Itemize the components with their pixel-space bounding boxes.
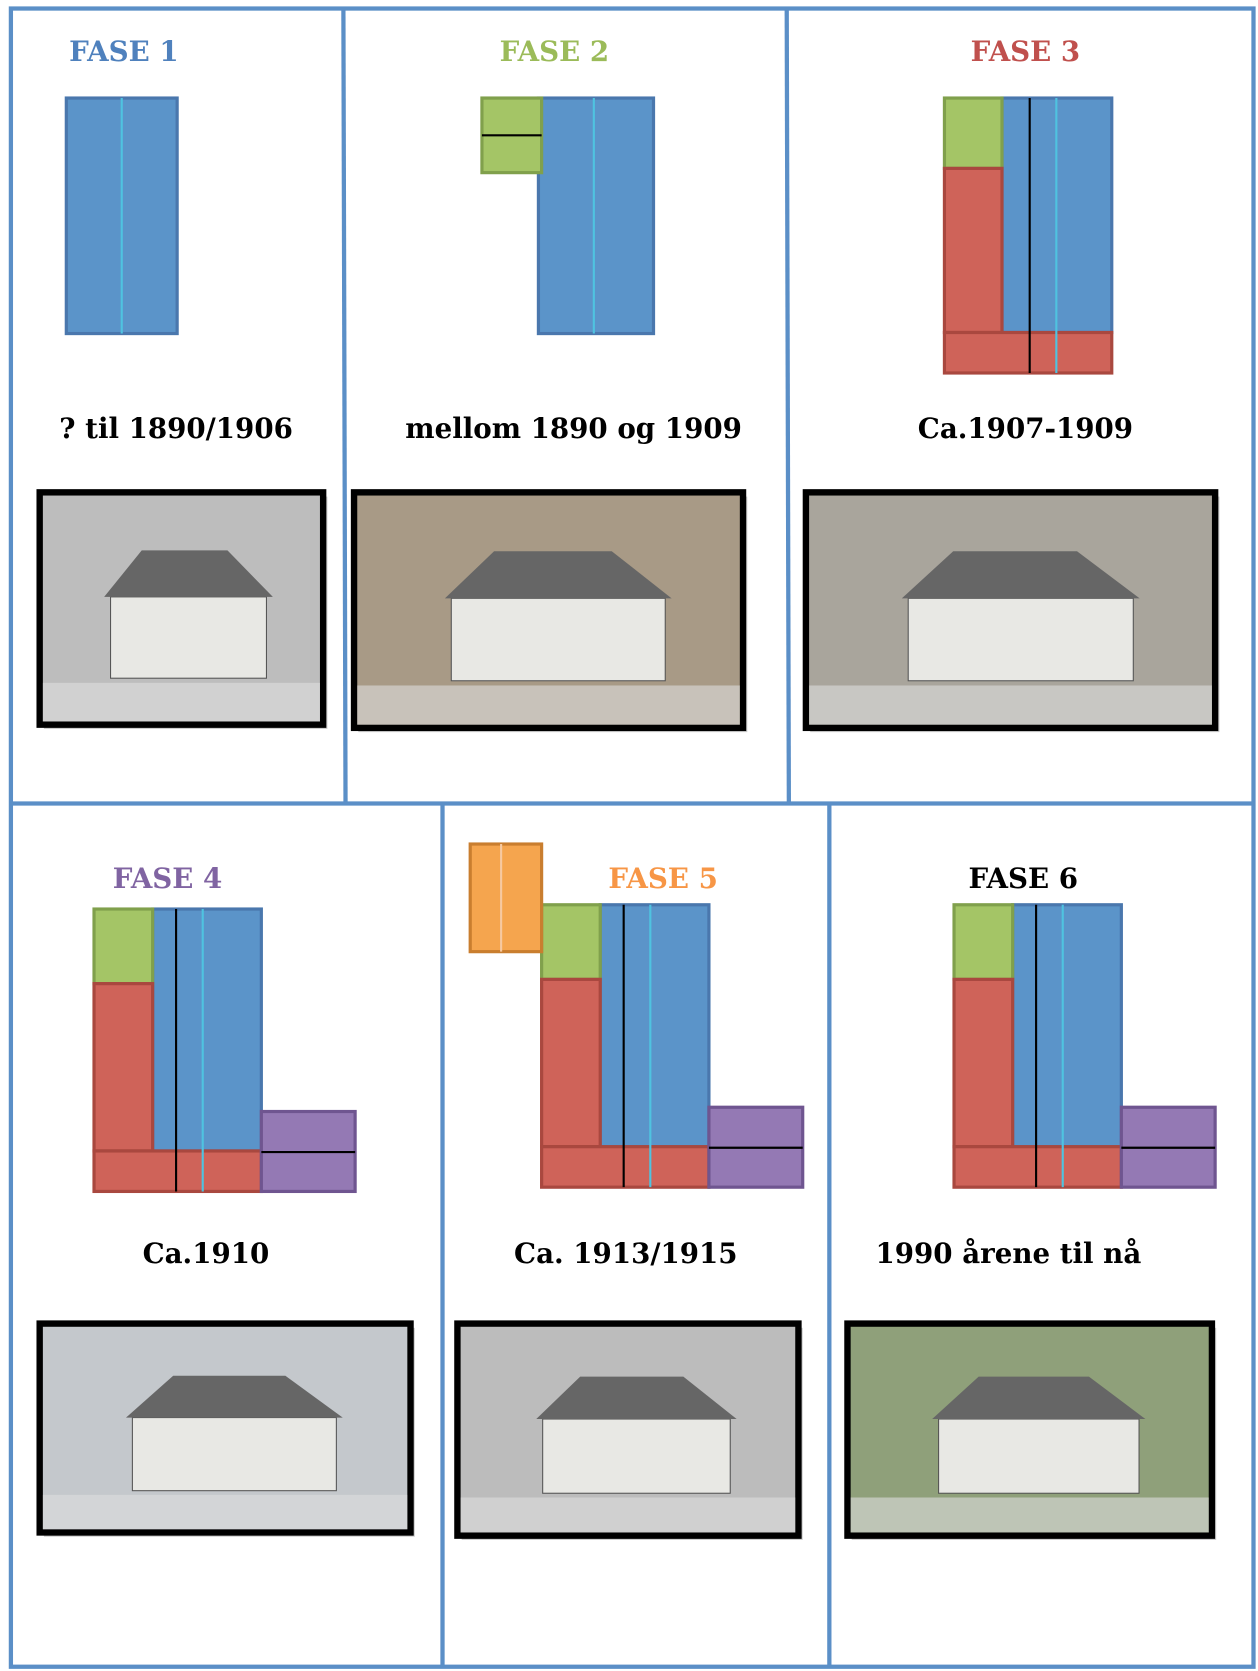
plan-block bbox=[1013, 905, 1122, 1147]
phase-period: 1990 årene til nå bbox=[876, 1237, 1142, 1270]
photo-house bbox=[132, 1418, 336, 1491]
plan-block bbox=[954, 1147, 1121, 1187]
plan-block bbox=[954, 979, 1013, 1146]
photo-ground bbox=[357, 685, 740, 724]
phase-title: FASE 2 bbox=[500, 35, 610, 68]
photo-ground bbox=[809, 685, 1212, 724]
phase-period: mellom 1890 og 1909 bbox=[405, 412, 742, 445]
plan-block bbox=[538, 98, 653, 334]
photo-ground bbox=[43, 1495, 407, 1529]
plan-block bbox=[153, 909, 262, 1151]
plan-block bbox=[94, 909, 153, 984]
plan-block bbox=[470, 844, 541, 952]
phase-title: FASE 5 bbox=[608, 862, 718, 895]
phase-title: FASE 6 bbox=[969, 862, 1079, 895]
photo-house bbox=[543, 1419, 731, 1493]
plan-block bbox=[944, 98, 1002, 168]
photo-house bbox=[451, 598, 665, 680]
phase-period: ? til 1890/1906 bbox=[59, 412, 293, 445]
photo-house bbox=[908, 598, 1133, 680]
plan-block bbox=[94, 984, 153, 1151]
plan-block bbox=[954, 905, 1013, 980]
photo-ground bbox=[461, 1497, 796, 1532]
plan-block bbox=[542, 979, 601, 1146]
phase-title: FASE 4 bbox=[113, 862, 223, 895]
plan-block bbox=[944, 332, 1111, 372]
photo-house bbox=[939, 1419, 1139, 1493]
photo-ground bbox=[851, 1497, 1209, 1532]
phase-title: FASE 3 bbox=[971, 35, 1081, 68]
phase-period: Ca. 1913/1915 bbox=[514, 1237, 738, 1270]
phase-title: FASE 1 bbox=[69, 35, 179, 68]
photo-house bbox=[111, 597, 267, 678]
phase-period: Ca.1910 bbox=[143, 1237, 270, 1270]
page: FASE 1 ? til 1890/1906 FASE 2 mellom 1890 o… bbox=[0, 0, 1258, 1671]
plan-block bbox=[944, 168, 1002, 332]
phase-period: Ca.1907-1909 bbox=[918, 412, 1133, 445]
photo-ground bbox=[43, 683, 320, 722]
plan-block bbox=[542, 905, 601, 980]
plan-block bbox=[600, 905, 709, 1147]
plan-block bbox=[94, 1151, 261, 1191]
plan-block bbox=[542, 1147, 709, 1187]
